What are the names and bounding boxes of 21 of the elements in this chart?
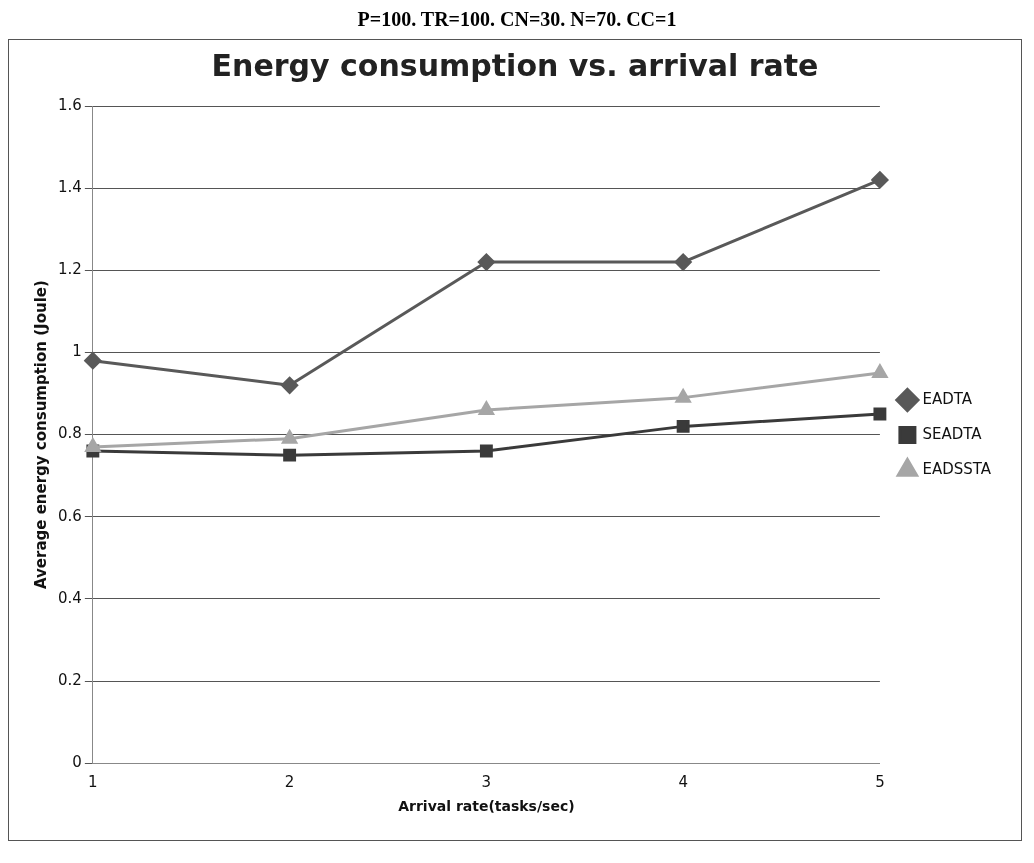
y-tick-label: 1	[72, 342, 82, 361]
y-tick-label: 1.4	[58, 178, 82, 197]
x-tick-label: 4	[678, 773, 688, 792]
y-tick-label: 0.6	[58, 506, 82, 525]
y-tick-label: 0.8	[58, 424, 82, 443]
legend-label: EADTA	[922, 389, 973, 408]
y-tick-label: 1.6	[58, 95, 82, 114]
y-tick-label: 0	[72, 753, 82, 772]
x-tick-label: 3	[481, 773, 492, 792]
y-axis-title: Average energy consumption (Joule)	[31, 280, 50, 589]
y-tick-label: 1.2	[58, 260, 82, 279]
chart-title: Energy consumption vs. arrival rate	[211, 47, 819, 83]
x-tick-label: 2	[284, 773, 295, 792]
x-axis-title: Arrival rate(tasks/sec)	[398, 798, 575, 815]
chart-subtitle: P=100. TR=100. CN=30. N=70. CC=1	[356, 8, 678, 31]
x-tick-label: 5	[875, 773, 885, 792]
legend-label: EADSSTA	[922, 459, 992, 478]
x-tick-label: 1	[88, 773, 98, 792]
y-tick-label: 0.4	[58, 588, 82, 607]
y-tick-label: 0.2	[58, 670, 82, 689]
legend-label: SEADTA	[922, 424, 983, 443]
